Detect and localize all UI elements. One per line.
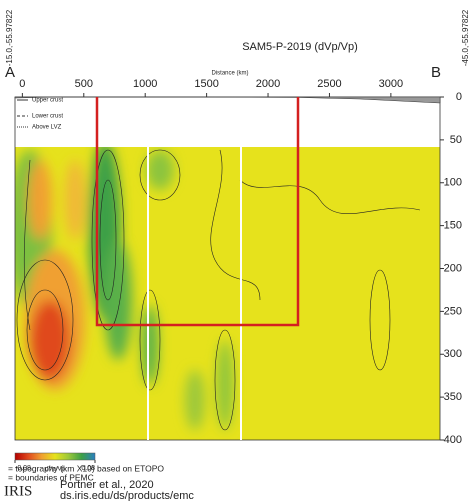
colorbar: [14, 452, 96, 461]
y-tick-label: 50: [450, 134, 462, 146]
topography: [14, 96, 441, 104]
x-axis-label: Distance (km): [211, 71, 248, 77]
colorbar-tick-label: -0.08: [15, 465, 31, 472]
x-tick-label: 2000: [256, 78, 280, 90]
end-coord: -45.0,-55.97822: [461, 9, 470, 66]
x-tick-label: 1500: [194, 78, 218, 90]
chart-title: SAM5-P-2019 (dVp/Vp): [242, 41, 358, 53]
note: = topography (km X10) based on ETOPO: [8, 463, 164, 473]
legend-label: Lower crust: [32, 114, 63, 120]
logo: IRIS: [4, 483, 32, 499]
y-tick-label: 0: [456, 91, 462, 103]
highlight-path: [95, 97, 300, 327]
legend-label: Above LVZ: [32, 125, 62, 131]
legend-label: Upper crust: [32, 98, 63, 104]
note: = boundaries of PEMC: [8, 472, 94, 482]
end-label: B: [431, 64, 441, 81]
start-label: A: [5, 64, 15, 81]
citation: Portner et al., 2020: [60, 479, 154, 491]
x-tick-label: 500: [75, 78, 93, 90]
x-tick-label: 2500: [317, 78, 341, 90]
y-tick-label: 300: [444, 348, 462, 360]
start-coord: -15.0,-55.97822: [5, 9, 14, 66]
colorbar-label: dVp/Vp: [45, 467, 65, 473]
y-tick-label: 250: [444, 305, 462, 317]
x-tick-label: 0: [19, 78, 25, 90]
heatmap: [15, 147, 440, 440]
x-tick-label: 1000: [133, 78, 157, 90]
y-tick-label: 400: [444, 434, 462, 446]
y-tick-label: 350: [444, 391, 462, 403]
colorbar-tick-label: 0.08: [81, 465, 95, 472]
y-tick-label: 150: [444, 220, 462, 232]
y-tick-label: 100: [444, 177, 462, 189]
url[interactable]: ds.iris.edu/ds/products/emc: [60, 490, 194, 501]
x-tick-label: 3000: [379, 78, 403, 90]
y-tick-label: 200: [444, 262, 462, 274]
